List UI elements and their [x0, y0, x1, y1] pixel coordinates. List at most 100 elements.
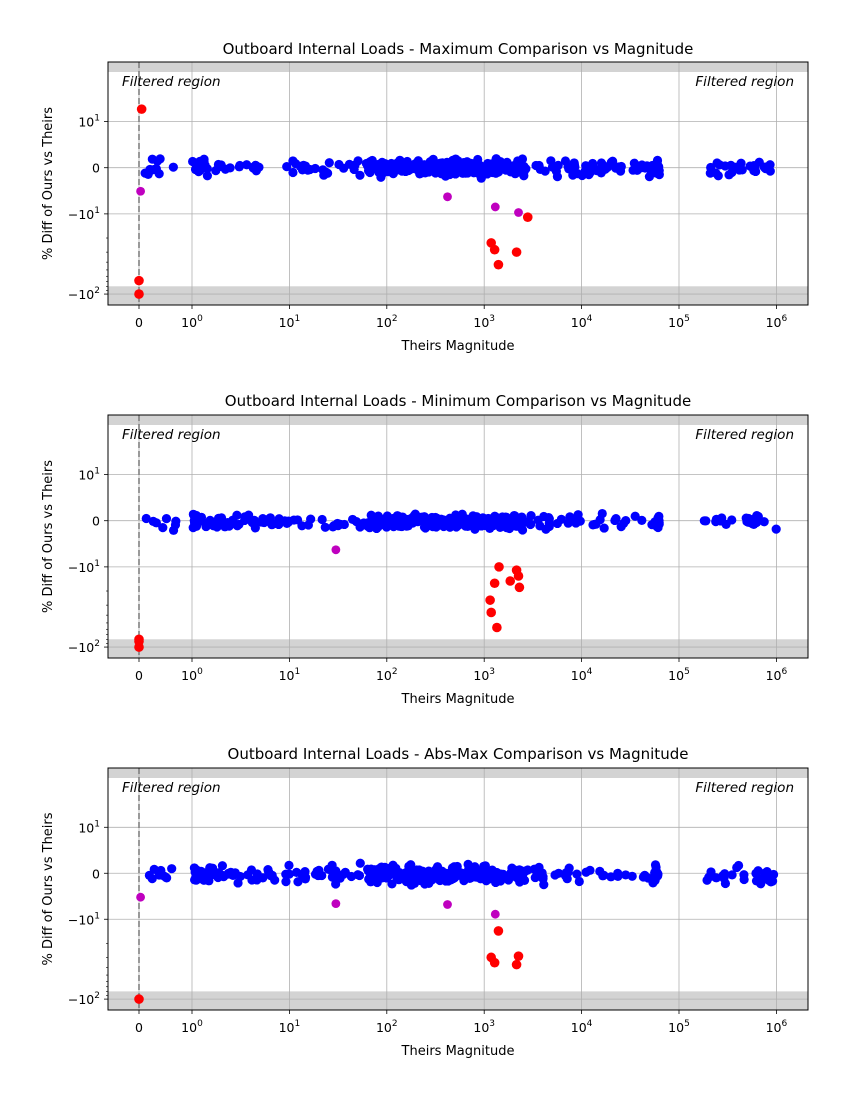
ok-point	[574, 876, 584, 887]
filtered-region-label-right: Filtered region	[695, 780, 794, 796]
ok-point	[630, 511, 640, 521]
ok-point	[212, 522, 222, 532]
ok-point	[707, 871, 717, 881]
x-tick-label: 102	[376, 1019, 398, 1035]
ok-point	[759, 517, 769, 527]
fail-point	[134, 289, 144, 299]
chart-title: Outboard Internal Loads - Maximum Compar…	[223, 40, 694, 58]
ok-point	[732, 862, 742, 873]
x-tick-label: 102	[376, 314, 398, 330]
ok-point	[511, 516, 522, 526]
ok-point	[300, 874, 310, 884]
x-tick-label: 106	[766, 1019, 788, 1035]
fail-point	[486, 607, 497, 618]
ok-point	[340, 867, 350, 877]
ok-point	[324, 158, 334, 168]
x-tick-label: 102	[376, 667, 398, 683]
y-axis-label: % Diff of Ours vs Theirs	[41, 812, 56, 965]
ok-point	[247, 518, 257, 528]
ok-point	[475, 161, 486, 171]
ok-point	[764, 875, 774, 885]
ok-point	[466, 165, 476, 175]
ok-point	[201, 521, 211, 532]
ok-point	[652, 156, 662, 167]
plot-frame	[107, 414, 809, 659]
ok-point	[756, 879, 766, 889]
ok-point	[363, 864, 373, 874]
fail-point	[494, 562, 504, 572]
fail-point	[493, 259, 504, 270]
ok-point	[197, 869, 207, 880]
ok-point	[327, 860, 337, 870]
ok-point	[560, 156, 571, 166]
ok-point	[526, 510, 536, 521]
fail-point	[511, 247, 522, 257]
ok-point	[213, 872, 223, 883]
ok-point	[534, 862, 544, 872]
ok-point	[442, 157, 452, 167]
ok-point	[371, 523, 382, 534]
ok-point	[158, 870, 168, 880]
ok-point	[193, 158, 203, 168]
ok-point	[371, 874, 382, 884]
ok-point	[580, 166, 590, 176]
ok-point	[151, 518, 161, 528]
ok-point	[312, 866, 322, 876]
x-axis-label: Theirs Magnitude	[401, 692, 515, 707]
warn-point	[443, 192, 452, 202]
fail-point	[505, 576, 516, 586]
ok-point	[293, 877, 303, 887]
ok-point	[282, 162, 292, 172]
ok-point	[653, 515, 663, 526]
ok-point	[432, 513, 442, 523]
ok-point	[572, 169, 583, 179]
ok-point	[411, 868, 421, 878]
warn-point	[136, 892, 145, 902]
ok-point	[225, 163, 235, 173]
ok-point	[269, 519, 279, 529]
ok-point	[720, 878, 731, 889]
x-tick-label: 104	[571, 667, 593, 683]
ok-point	[303, 165, 313, 175]
ok-point	[652, 166, 662, 176]
ok-point	[541, 524, 551, 534]
fail-point	[136, 104, 147, 114]
ok-point	[595, 866, 605, 876]
ok-point	[480, 168, 490, 178]
x-tick-label: 0	[135, 315, 143, 330]
ok-point	[644, 172, 655, 182]
filtered-region-label-right: Filtered region	[695, 427, 794, 443]
ok-point	[247, 875, 257, 885]
filtered-band-bottom	[108, 286, 808, 305]
chart-panel-3: 0 100 101 102 103 104 105 106 101 0 −101 −102 Outboa…	[41, 745, 809, 1059]
ok-point	[546, 156, 556, 166]
fail-point	[485, 595, 495, 605]
ok-point	[202, 164, 212, 174]
plot-frame	[107, 61, 809, 306]
y-tick-label: −101	[68, 559, 100, 575]
ok-point	[403, 521, 413, 531]
ok-point	[539, 880, 549, 890]
warn-point	[136, 186, 145, 196]
ok-point	[154, 169, 164, 179]
ok-point	[191, 510, 201, 521]
fail-point	[134, 642, 144, 652]
ok-point	[519, 171, 529, 181]
ok-point	[195, 166, 205, 176]
y-tick-label: 0	[92, 866, 100, 881]
ok-point	[461, 871, 471, 881]
filtered-region-label-left: Filtered region	[122, 427, 221, 443]
warn-point	[331, 899, 341, 909]
ok-point	[283, 516, 294, 526]
y-tick-label: −102	[68, 991, 100, 1007]
y-tick-label: −102	[68, 286, 100, 302]
ok-point	[498, 164, 508, 174]
ok-point	[754, 157, 764, 167]
ok-point	[606, 872, 616, 882]
ok-point	[462, 157, 472, 167]
y-tick-label: 0	[92, 161, 100, 176]
x-axis-label: Theirs Magnitude	[401, 339, 515, 354]
filtered-band-bottom	[108, 639, 808, 658]
ok-point	[751, 514, 761, 524]
ok-point	[705, 168, 715, 178]
